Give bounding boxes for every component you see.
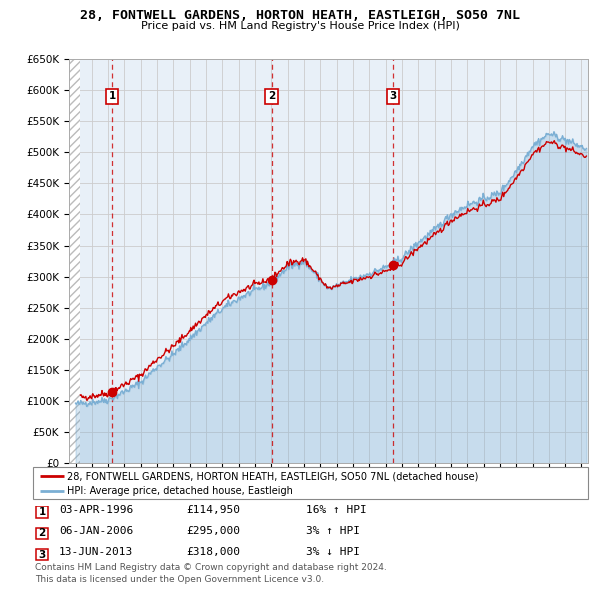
Text: 1: 1 — [109, 91, 116, 101]
Text: HPI: Average price, detached house, Eastleigh: HPI: Average price, detached house, East… — [67, 486, 293, 496]
Text: 13-JUN-2013: 13-JUN-2013 — [59, 548, 133, 557]
Text: £295,000: £295,000 — [186, 526, 240, 536]
Text: 1: 1 — [38, 507, 46, 517]
Text: 03-APR-1996: 03-APR-1996 — [59, 505, 133, 514]
FancyBboxPatch shape — [35, 506, 49, 518]
FancyBboxPatch shape — [35, 549, 49, 560]
Text: 3% ↓ HPI: 3% ↓ HPI — [306, 548, 360, 557]
Text: 28, FONTWELL GARDENS, HORTON HEATH, EASTLEIGH, SO50 7NL (detached house): 28, FONTWELL GARDENS, HORTON HEATH, EAST… — [67, 471, 479, 481]
FancyBboxPatch shape — [35, 527, 49, 539]
Text: 16% ↑ HPI: 16% ↑ HPI — [306, 505, 367, 514]
FancyBboxPatch shape — [33, 467, 588, 499]
Text: 28, FONTWELL GARDENS, HORTON HEATH, EASTLEIGH, SO50 7NL: 28, FONTWELL GARDENS, HORTON HEATH, EAST… — [80, 9, 520, 22]
Text: 06-JAN-2006: 06-JAN-2006 — [59, 526, 133, 536]
Text: 3: 3 — [389, 91, 397, 101]
Text: This data is licensed under the Open Government Licence v3.0.: This data is licensed under the Open Gov… — [35, 575, 324, 584]
Text: 3: 3 — [38, 550, 46, 559]
Text: 2: 2 — [268, 91, 275, 101]
Text: Contains HM Land Registry data © Crown copyright and database right 2024.: Contains HM Land Registry data © Crown c… — [35, 563, 386, 572]
Text: 3% ↑ HPI: 3% ↑ HPI — [306, 526, 360, 536]
Text: £318,000: £318,000 — [186, 548, 240, 557]
Text: £114,950: £114,950 — [186, 505, 240, 514]
Text: 2: 2 — [38, 529, 46, 538]
Text: Price paid vs. HM Land Registry's House Price Index (HPI): Price paid vs. HM Land Registry's House … — [140, 21, 460, 31]
